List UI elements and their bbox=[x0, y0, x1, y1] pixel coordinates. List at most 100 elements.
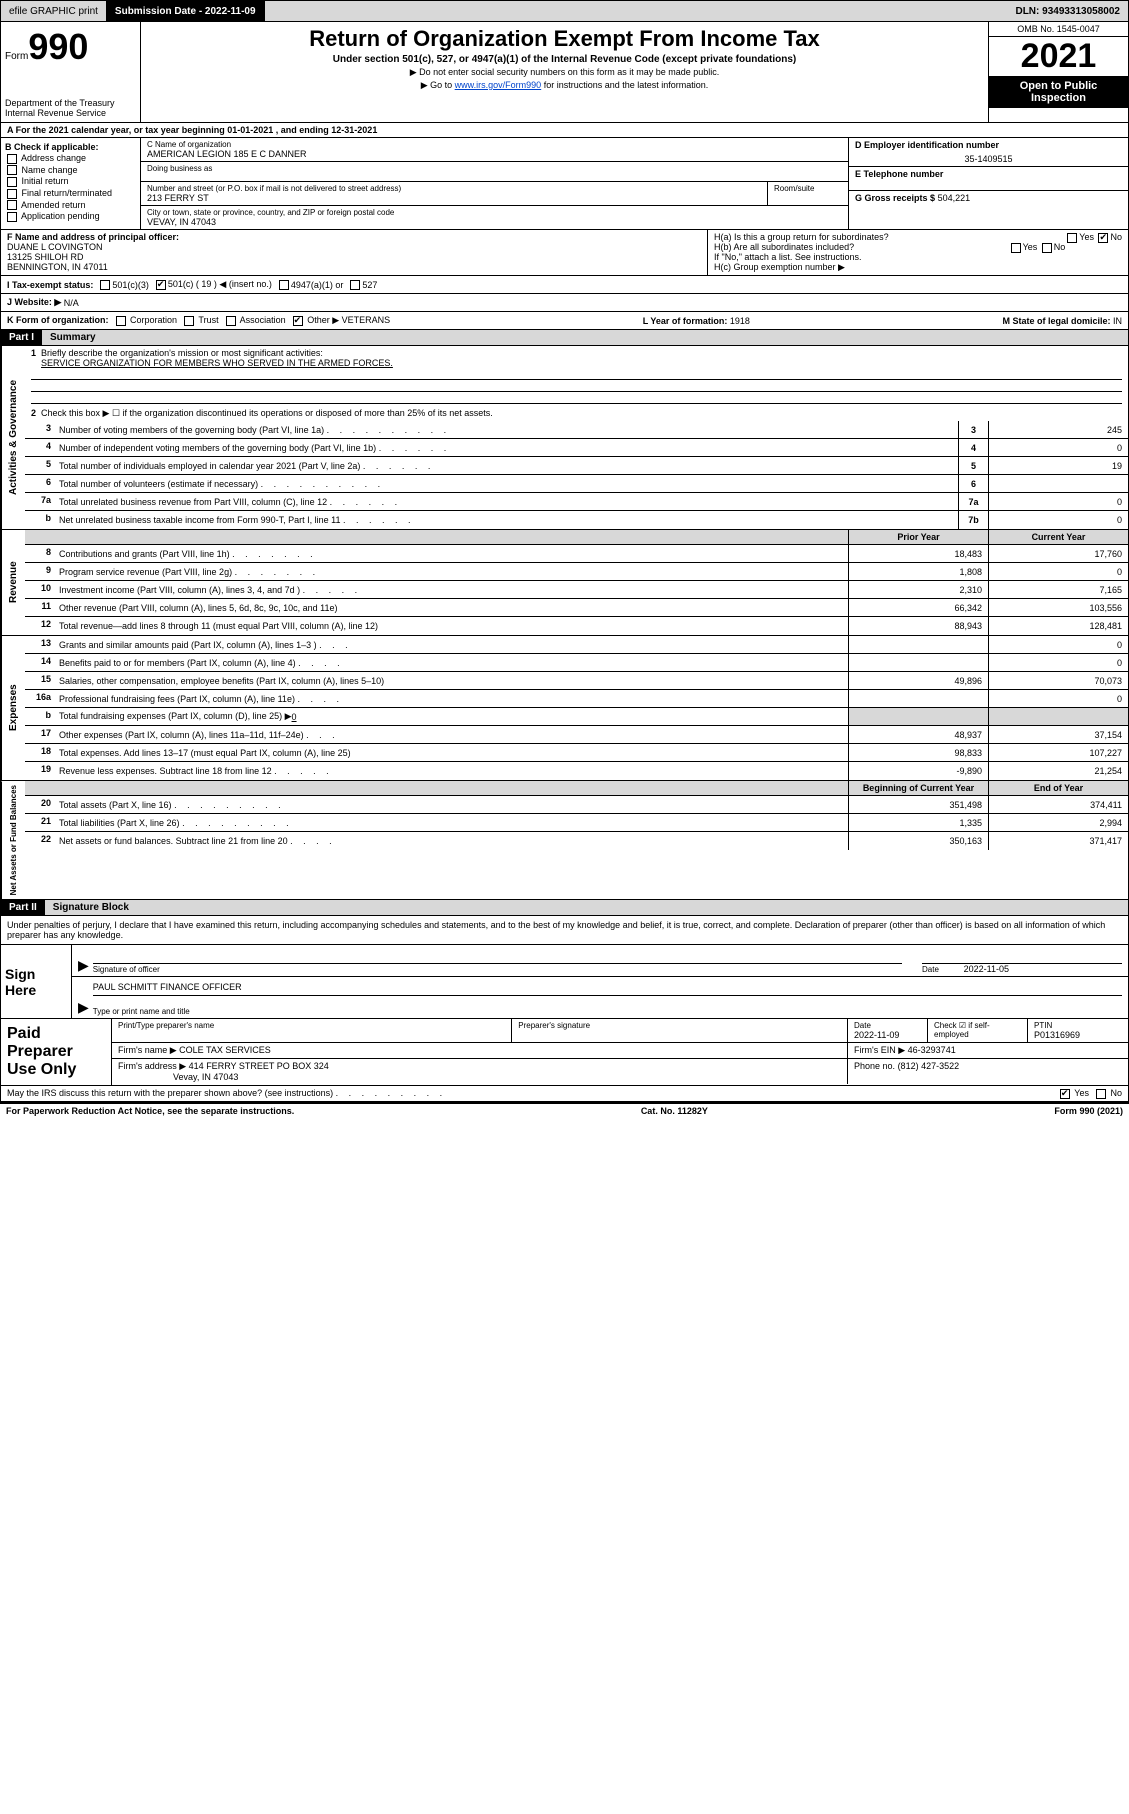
header-grid: B Check if applicable: Address change Na… bbox=[0, 138, 1129, 230]
hb-note: If "No," attach a list. See instructions… bbox=[714, 252, 1122, 262]
i-4947: 4947(a)(1) or bbox=[291, 280, 344, 290]
net-hdr: Beginning of Current YearEnd of Year bbox=[25, 781, 1128, 796]
dept-label: Department of the Treasury bbox=[5, 98, 136, 108]
i-label: I Tax-exempt status: bbox=[7, 280, 93, 290]
note2-pre: ▶ Go to bbox=[421, 80, 455, 90]
f-h-row: F Name and address of principal officer:… bbox=[0, 230, 1129, 276]
line-14: 14Benefits paid to or for members (Part … bbox=[25, 654, 1128, 672]
dln-label: DLN: 93493313058002 bbox=[1007, 4, 1128, 19]
line-8: 8Contributions and grants (Part VIII, li… bbox=[25, 545, 1128, 563]
form-word: Form bbox=[5, 51, 28, 62]
i-tax-status: I Tax-exempt status: 501(c)(3) 501(c) ( … bbox=[0, 276, 1129, 294]
line-1: 1 Briefly describe the organization's mi… bbox=[25, 346, 1128, 406]
i-501c3: 501(c)(3) bbox=[112, 280, 149, 290]
i-501c: 501(c) ( 19 ) ◀ (insert no.) bbox=[168, 279, 272, 290]
col-mid: C Name of organization AMERICAN LEGION 1… bbox=[141, 138, 848, 229]
line-17: 17Other expenses (Part IX, column (A), l… bbox=[25, 726, 1128, 744]
line-10: 10Investment income (Part VIII, column (… bbox=[25, 581, 1128, 599]
form-note-2: ▶ Go to www.irs.gov/Form990 for instruct… bbox=[145, 80, 984, 91]
street-value: 213 FERRY ST bbox=[147, 193, 761, 203]
line-15: 15Salaries, other compensation, employee… bbox=[25, 672, 1128, 690]
omb-number: OMB No. 1545-0047 bbox=[989, 22, 1128, 37]
b-label: B Check if applicable: bbox=[5, 142, 99, 152]
officer-addr2: BENNINGTON, IN 47011 bbox=[7, 262, 108, 272]
gross-receipts: 504,221 bbox=[938, 193, 971, 203]
line-3: 3Number of voting members of the governi… bbox=[25, 421, 1128, 439]
part-ii-bar: Part IISignature Block bbox=[0, 900, 1129, 916]
sign-here-label: SignHere bbox=[1, 945, 71, 1018]
part-ii-title: Signature Block bbox=[45, 900, 137, 915]
part-ii-hdr: Part II bbox=[1, 900, 45, 915]
street-label: Number and street (or P.O. box if mail i… bbox=[147, 184, 761, 193]
c-name-label: C Name of organization bbox=[147, 140, 842, 149]
chk-application-pending[interactable]: Application pending bbox=[5, 211, 136, 222]
officer-name: DUANE L COVINGTON bbox=[7, 242, 103, 252]
row-a-tax-year: A For the 2021 calendar year, or tax yea… bbox=[0, 123, 1129, 138]
rev-section: Revenue Prior YearCurrent Year 8Contribu… bbox=[0, 530, 1129, 636]
col-b-checkboxes: B Check if applicable: Address change Na… bbox=[1, 138, 141, 229]
gov-section: Activities & Governance 1 Briefly descri… bbox=[0, 346, 1129, 530]
exp-section: Expenses 13Grants and similar amounts pa… bbox=[0, 636, 1129, 781]
line-11: 11Other revenue (Part VIII, column (A), … bbox=[25, 599, 1128, 617]
d-label: D Employer identification number bbox=[855, 140, 999, 150]
line-21: 21Total liabilities (Part X, line 26) . … bbox=[25, 814, 1128, 832]
net-section: Net Assets or Fund Balances Beginning of… bbox=[0, 781, 1129, 900]
line-7a: 7aTotal unrelated business revenue from … bbox=[25, 493, 1128, 511]
line-5: 5Total number of individuals employed in… bbox=[25, 457, 1128, 475]
form-header: Form990 Department of the Treasury Inter… bbox=[0, 22, 1129, 123]
vtab-expenses: Expenses bbox=[1, 636, 25, 780]
f-officer: F Name and address of principal officer:… bbox=[1, 230, 708, 275]
line-9: 9Program service revenue (Part VIII, lin… bbox=[25, 563, 1128, 581]
chk-final-return[interactable]: Final return/terminated bbox=[5, 188, 136, 199]
firm-addr-line: Firm's address ▶ 414 FERRY STREET PO BOX… bbox=[112, 1059, 1128, 1084]
h-group: H(a) Is this a group return for subordin… bbox=[708, 230, 1128, 275]
k-l-m-row: K Form of organization: Corporation Trus… bbox=[0, 312, 1129, 330]
part-i-bar: Part ISummary bbox=[0, 330, 1129, 346]
officer-name-title: PAUL SCHMITT FINANCE OFFICER bbox=[93, 982, 1122, 992]
paperwork-notice: For Paperwork Reduction Act Notice, see … bbox=[6, 1106, 294, 1116]
sign-here-row: SignHere ▶ Signature of officer Date 202… bbox=[1, 944, 1128, 1018]
mission-text: SERVICE ORGANIZATION FOR MEMBERS WHO SER… bbox=[41, 358, 393, 368]
line-19: 19Revenue less expenses. Subtract line 1… bbox=[25, 762, 1128, 780]
line-12: 12Total revenue—add lines 8 through 11 (… bbox=[25, 617, 1128, 635]
chk-address-change[interactable]: Address change bbox=[5, 153, 136, 164]
chk-name-change[interactable]: Name change bbox=[5, 165, 136, 176]
g-label: G Gross receipts $ bbox=[855, 193, 935, 203]
street-row: Number and street (or P.O. box if mail i… bbox=[141, 182, 848, 206]
paid-preparer-label: PaidPreparerUse Only bbox=[1, 1019, 111, 1085]
line-2: 2 Check this box ▶ ☐ if the organization… bbox=[25, 406, 1128, 421]
rev-hdr: Prior YearCurrent Year bbox=[25, 530, 1128, 545]
chk-amended-return[interactable]: Amended return bbox=[5, 200, 136, 211]
topbar: efile GRAPHIC print Submission Date - 20… bbox=[0, 0, 1129, 22]
prep-hdr-line: Print/Type preparer's name Preparer's si… bbox=[112, 1019, 1128, 1043]
vtab-governance: Activities & Governance bbox=[1, 346, 25, 529]
submission-date-button[interactable]: Submission Date - 2022-11-09 bbox=[107, 1, 265, 21]
f-label: F Name and address of principal officer: bbox=[7, 232, 179, 242]
sig-officer-line: ▶ Signature of officer Date 2022-11-05 bbox=[72, 945, 1128, 977]
dba-row: Doing business as bbox=[141, 162, 848, 182]
paid-preparer-row: PaidPreparerUse Only Print/Type preparer… bbox=[1, 1018, 1128, 1085]
firm-name-line: Firm's name ▶ COLE TAX SERVICES Firm's E… bbox=[112, 1043, 1128, 1059]
part-i-title: Summary bbox=[42, 330, 104, 345]
line-22: 22Net assets or fund balances. Subtract … bbox=[25, 832, 1128, 850]
officer-addr1: 13125 SHILOH RD bbox=[7, 252, 84, 262]
form-title: Return of Organization Exempt From Incom… bbox=[145, 26, 984, 52]
line-13: 13Grants and similar amounts paid (Part … bbox=[25, 636, 1128, 654]
ha-row: H(a) Is this a group return for subordin… bbox=[714, 232, 1122, 242]
hb-row: H(b) Are all subordinates included? Yes … bbox=[714, 242, 1122, 252]
title-cell: Return of Organization Exempt From Incom… bbox=[141, 22, 988, 122]
city-value: VEVAY, IN 47043 bbox=[147, 217, 842, 227]
declaration-text: Under penalties of perjury, I declare th… bbox=[1, 916, 1128, 944]
chk-initial-return[interactable]: Initial return bbox=[5, 176, 136, 187]
j-label: J Website: ▶ bbox=[7, 297, 61, 308]
form990-link[interactable]: www.irs.gov/Form990 bbox=[455, 80, 542, 90]
city-row: City or town, state or province, country… bbox=[141, 206, 848, 229]
website-value: N/A bbox=[64, 298, 79, 308]
note2-post: for instructions and the latest informat… bbox=[541, 80, 708, 90]
discuss-row: May the IRS discuss this return with the… bbox=[0, 1086, 1129, 1102]
form-note-1: ▶ Do not enter social security numbers o… bbox=[145, 67, 984, 78]
i-527: 527 bbox=[362, 280, 377, 290]
hc-row: H(c) Group exemption number ▶ bbox=[714, 262, 1122, 273]
line-4: 4Number of independent voting members of… bbox=[25, 439, 1128, 457]
part-i-hdr: Part I bbox=[1, 330, 42, 345]
